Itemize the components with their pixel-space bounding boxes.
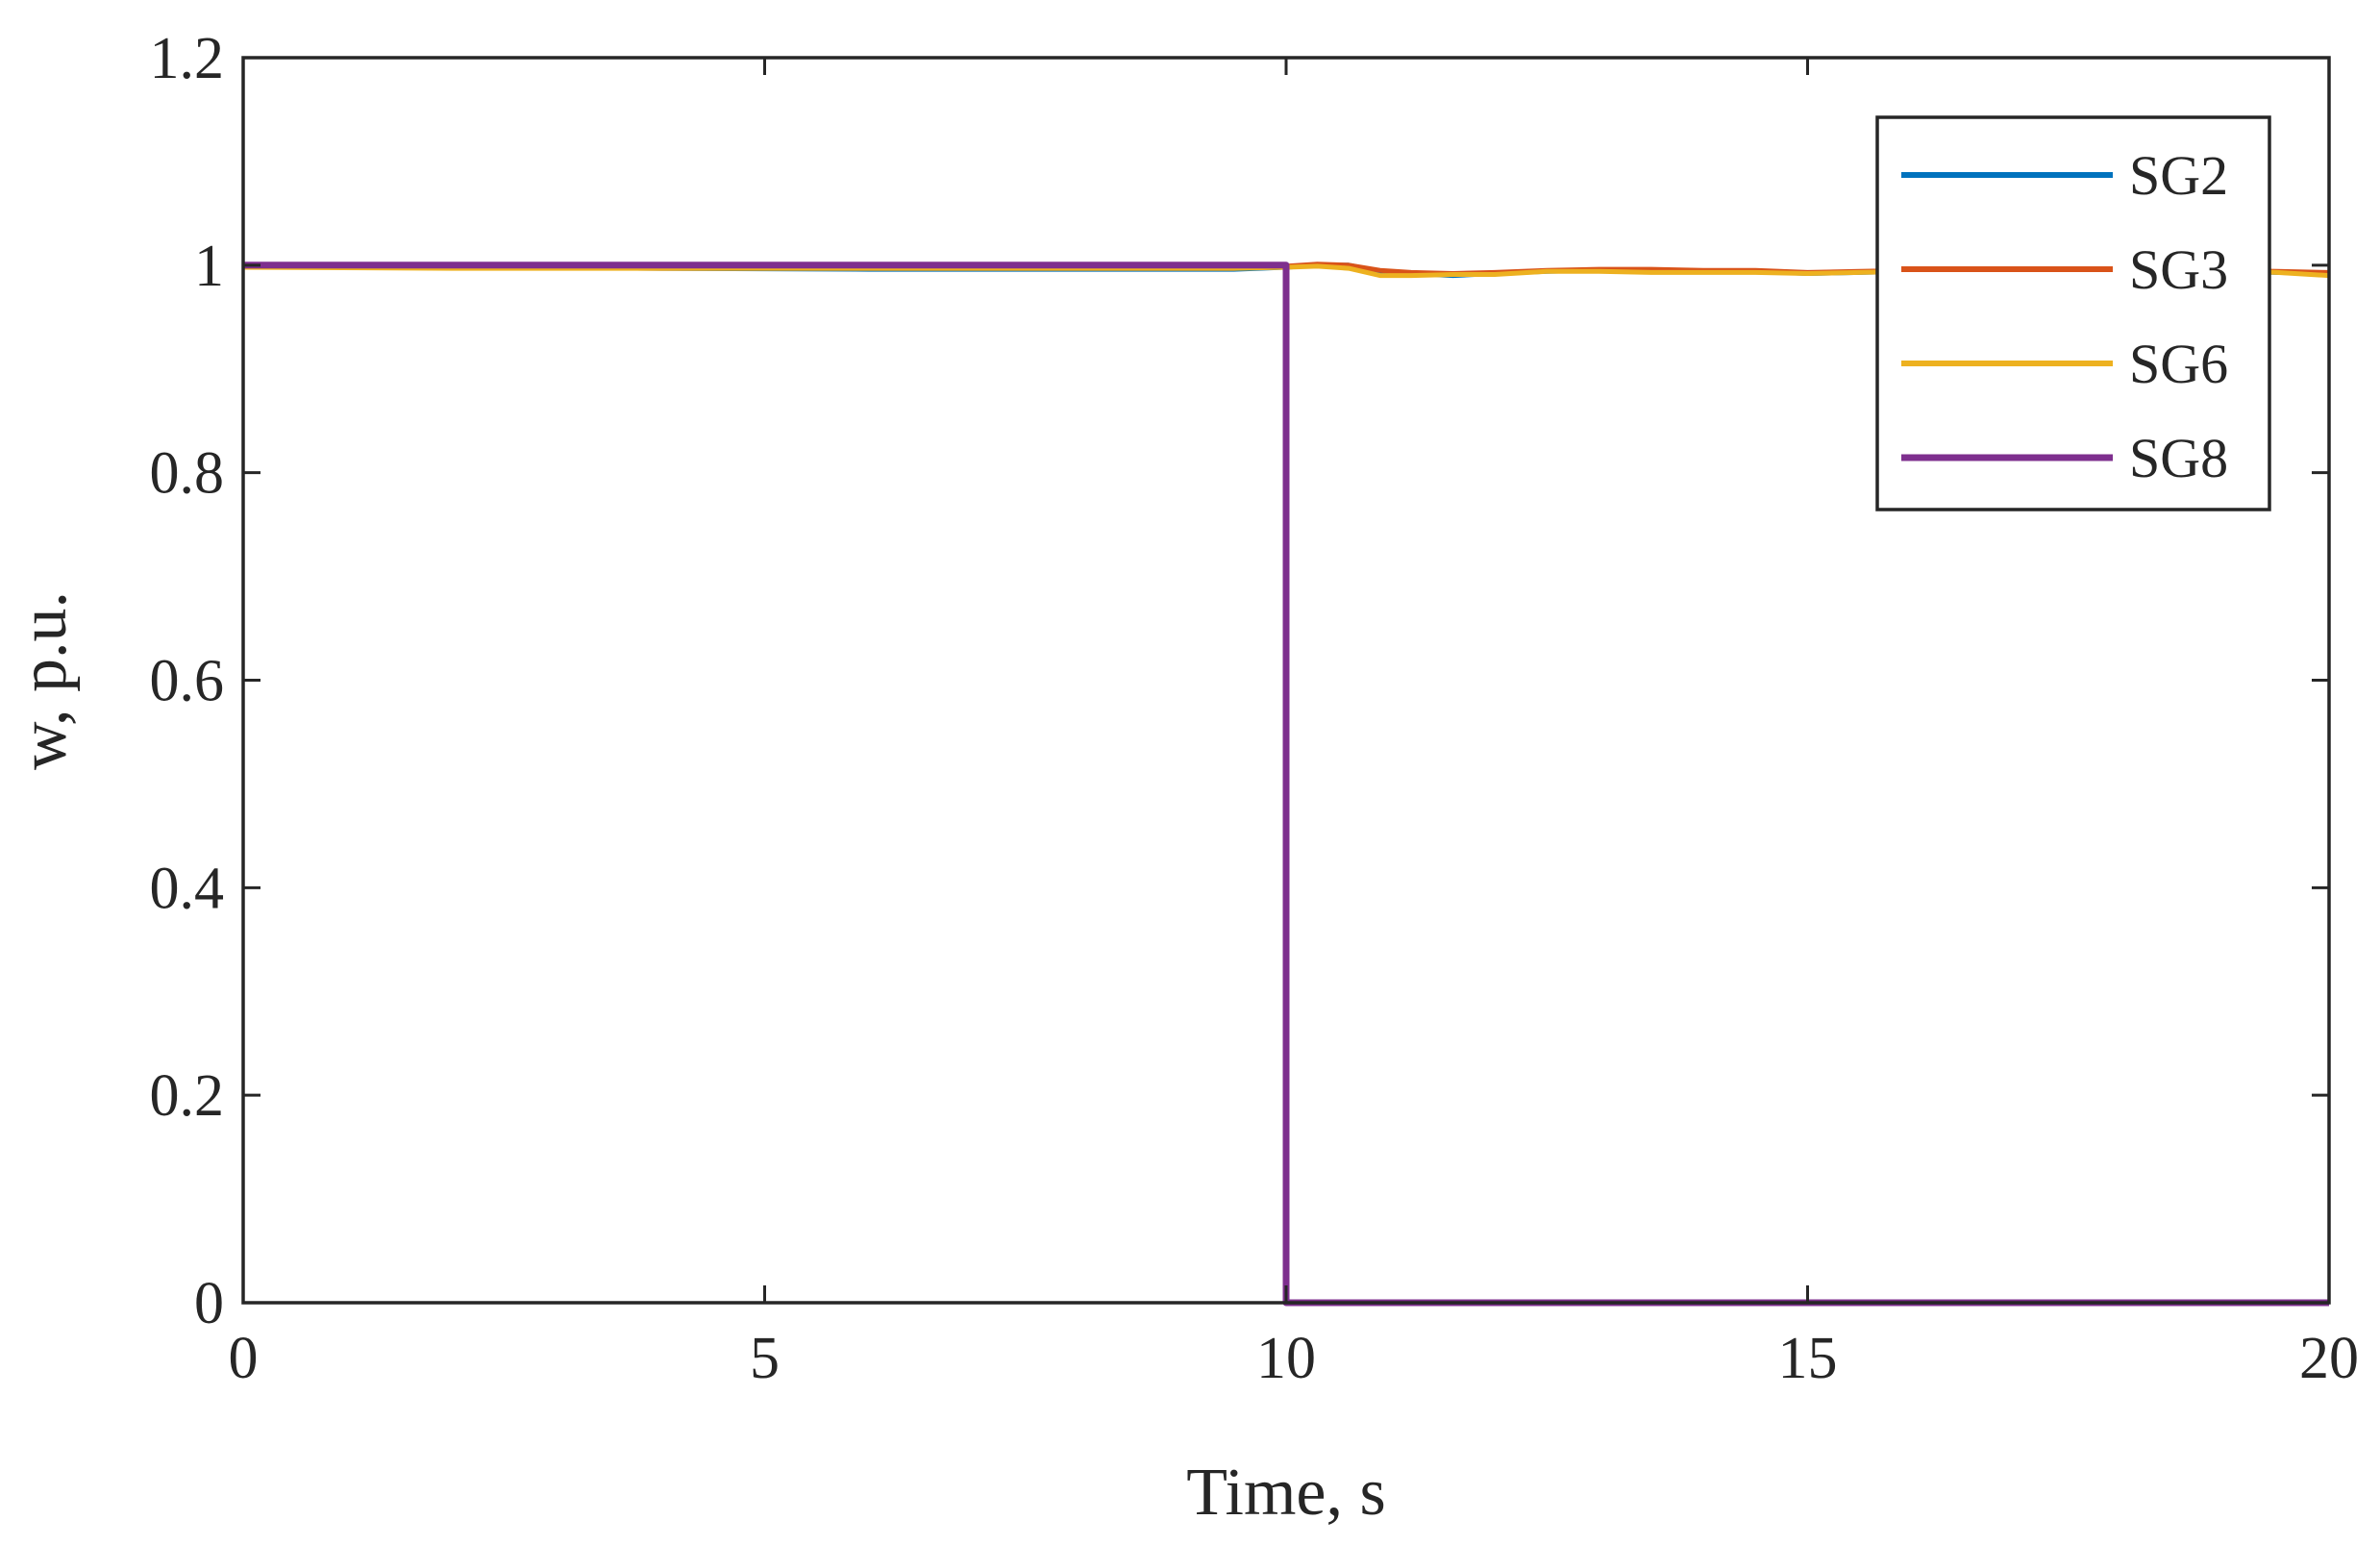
- y-axis-label: w, p.u.: [7, 591, 81, 770]
- x-tick-label: 15: [1778, 1326, 1838, 1391]
- ticks-layer: 0 5 10 15 20 0 0.2 0.4 0.6 0.8 1 1.2: [150, 26, 2360, 1391]
- x-axis-label: Time, s: [1186, 1456, 1386, 1530]
- y-tick-label: 0.2: [150, 1063, 225, 1129]
- x-tick-label: 5: [750, 1326, 780, 1391]
- legend-label: SG8: [2129, 427, 2228, 489]
- y-tick-label: 0.8: [150, 441, 225, 507]
- legend-entry-sg2: SG2: [1901, 144, 2228, 207]
- y-tick-label: 1: [194, 234, 224, 299]
- legend-label: SG6: [2129, 333, 2228, 395]
- legend-label: SG3: [2129, 238, 2228, 301]
- legend: SG2 SG3 SG6 SG8: [1875, 115, 2271, 511]
- y-tick-label: 0.6: [150, 649, 225, 714]
- legend-box: [1875, 115, 2271, 511]
- legend-label: SG2: [2129, 144, 2228, 207]
- y-tick-label: 0: [194, 1271, 224, 1336]
- x-tick-label: 20: [2299, 1326, 2359, 1391]
- legend-entry-sg8: SG8: [1901, 427, 2228, 489]
- y-tick-label: 0.4: [150, 856, 225, 921]
- x-tick-label: 0: [229, 1326, 259, 1391]
- legend-entry-sg3: SG3: [1901, 238, 2228, 301]
- y-tick-label: 1.2: [150, 26, 225, 91]
- x-tick-label: 10: [1256, 1326, 1316, 1391]
- legend-entry-sg6: SG6: [1901, 333, 2228, 395]
- plot-frame: [241, 56, 2331, 1305]
